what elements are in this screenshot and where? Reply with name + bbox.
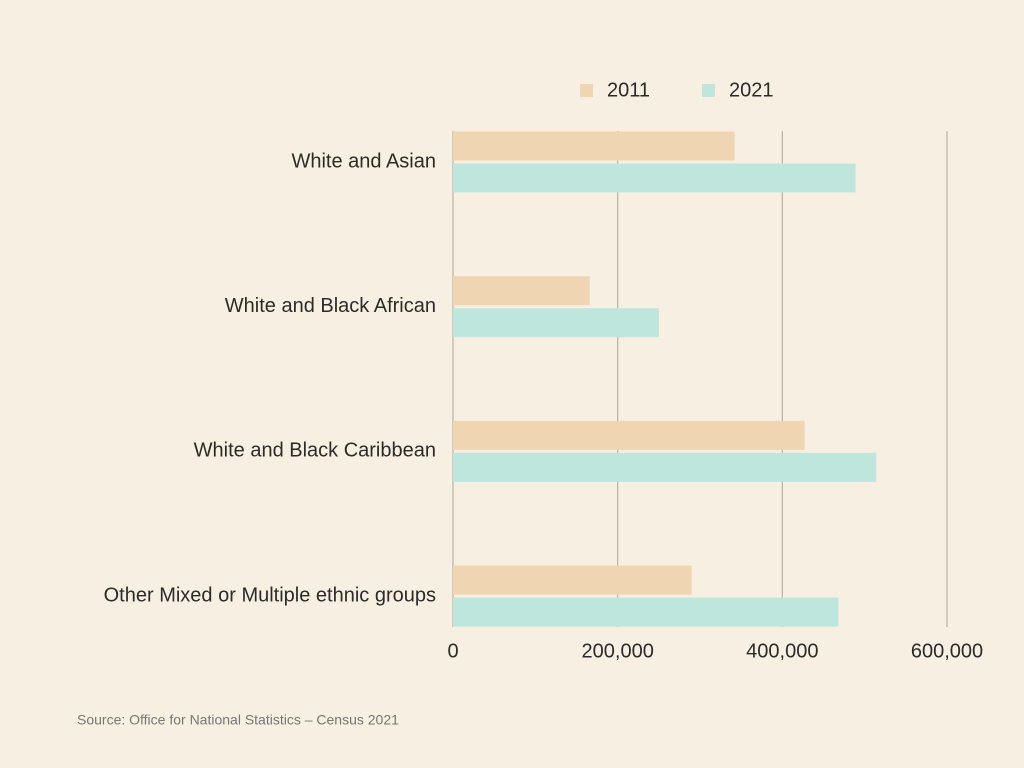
- source-note: Source: Office for National Statistics –…: [77, 712, 399, 728]
- bar: [453, 131, 735, 161]
- bar: [453, 308, 659, 338]
- x-tick-label: 600,000: [911, 640, 983, 662]
- legend-swatch: [702, 84, 715, 97]
- bar: [453, 276, 590, 306]
- y-tick-label: White and Asian: [291, 150, 436, 172]
- bar: [453, 565, 692, 595]
- bar: [453, 420, 805, 450]
- legend-label: 2021: [729, 79, 774, 101]
- x-tick-label: 400,000: [746, 640, 818, 662]
- y-tick-label: Other Mixed or Multiple ethnic groups: [104, 584, 436, 606]
- bar: [453, 452, 877, 482]
- x-tick-label: 200,000: [582, 640, 654, 662]
- x-tick-label: 0: [447, 640, 458, 662]
- y-tick-label: White and Black Caribbean: [194, 440, 436, 462]
- y-tick-label: White and Black African: [225, 295, 436, 317]
- bar: [453, 163, 856, 193]
- bar: [453, 597, 839, 627]
- legend-swatch: [580, 84, 593, 97]
- legend-label: 2011: [607, 79, 650, 101]
